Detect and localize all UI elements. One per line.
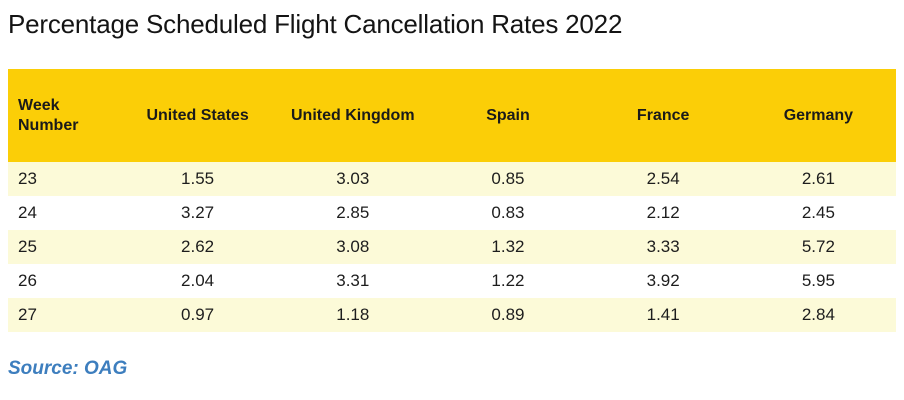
week-number-cell: 27 [18, 305, 37, 324]
column-header-germany: Germany [740, 69, 896, 162]
table-row: 24 3.27 2.85 0.83 2.12 2.45 [8, 196, 896, 230]
table-row: 25 2.62 3.08 1.32 3.33 5.72 [8, 230, 896, 264]
rate-cell: 1.22 [491, 271, 525, 290]
rate-cell: 0.83 [491, 203, 525, 222]
rate-cell: 3.92 [646, 271, 680, 290]
rate-cell: 3.27 [181, 203, 215, 222]
table-row: 26 2.04 3.31 1.22 3.92 5.95 [8, 264, 896, 298]
table-body: 23 1.55 3.03 0.85 2.54 2.61 24 3.27 2.85 0.83 2.12… [8, 162, 896, 332]
rate-cell: 2.84 [801, 305, 835, 324]
column-header-week-number: Week Number [8, 69, 120, 162]
column-header-united-states: United States [120, 69, 276, 162]
page-title: Percentage Scheduled Flight Cancellation… [8, 9, 623, 39]
rate-cell: 1.18 [336, 305, 370, 324]
rate-cell: 3.08 [336, 237, 370, 256]
week-number-cell: 25 [18, 237, 37, 256]
rate-cell: 5.72 [801, 237, 835, 256]
table-row: 23 1.55 3.03 0.85 2.54 2.61 [8, 162, 896, 196]
rate-cell: 2.04 [181, 271, 215, 290]
rate-cell: 1.55 [181, 169, 215, 188]
table-header-row: Week Number United States United Kingdom… [8, 69, 896, 162]
cancellation-rates-table: Week Number United States United Kingdom… [8, 69, 896, 332]
rate-cell: 1.32 [491, 237, 525, 256]
rate-cell: 0.85 [491, 169, 525, 188]
table-header: Week Number United States United Kingdom… [8, 69, 896, 162]
rate-cell: 0.89 [491, 305, 525, 324]
column-header-france: France [585, 69, 741, 162]
rate-cell: 2.12 [646, 203, 680, 222]
rate-cell: 2.61 [801, 169, 835, 188]
rate-cell: 5.95 [801, 271, 835, 290]
rate-cell: 2.54 [646, 169, 680, 188]
rate-cell: 0.97 [181, 305, 215, 324]
table-row: 27 0.97 1.18 0.89 1.41 2.84 [8, 298, 896, 332]
column-header-united-kingdom: United Kingdom [275, 69, 431, 162]
week-number-cell: 23 [18, 169, 37, 188]
rate-cell: 3.31 [336, 271, 370, 290]
rate-cell: 1.41 [646, 305, 680, 324]
column-header-spain: Spain [430, 69, 586, 162]
rate-cell: 2.62 [181, 237, 215, 256]
rate-cell: 2.45 [801, 203, 835, 222]
rate-cell: 3.03 [336, 169, 370, 188]
rate-cell: 2.85 [336, 203, 370, 222]
week-number-cell: 24 [18, 203, 37, 222]
rate-cell: 3.33 [646, 237, 680, 256]
week-number-cell: 26 [18, 271, 37, 290]
source-attribution: Source: OAG [8, 358, 128, 379]
